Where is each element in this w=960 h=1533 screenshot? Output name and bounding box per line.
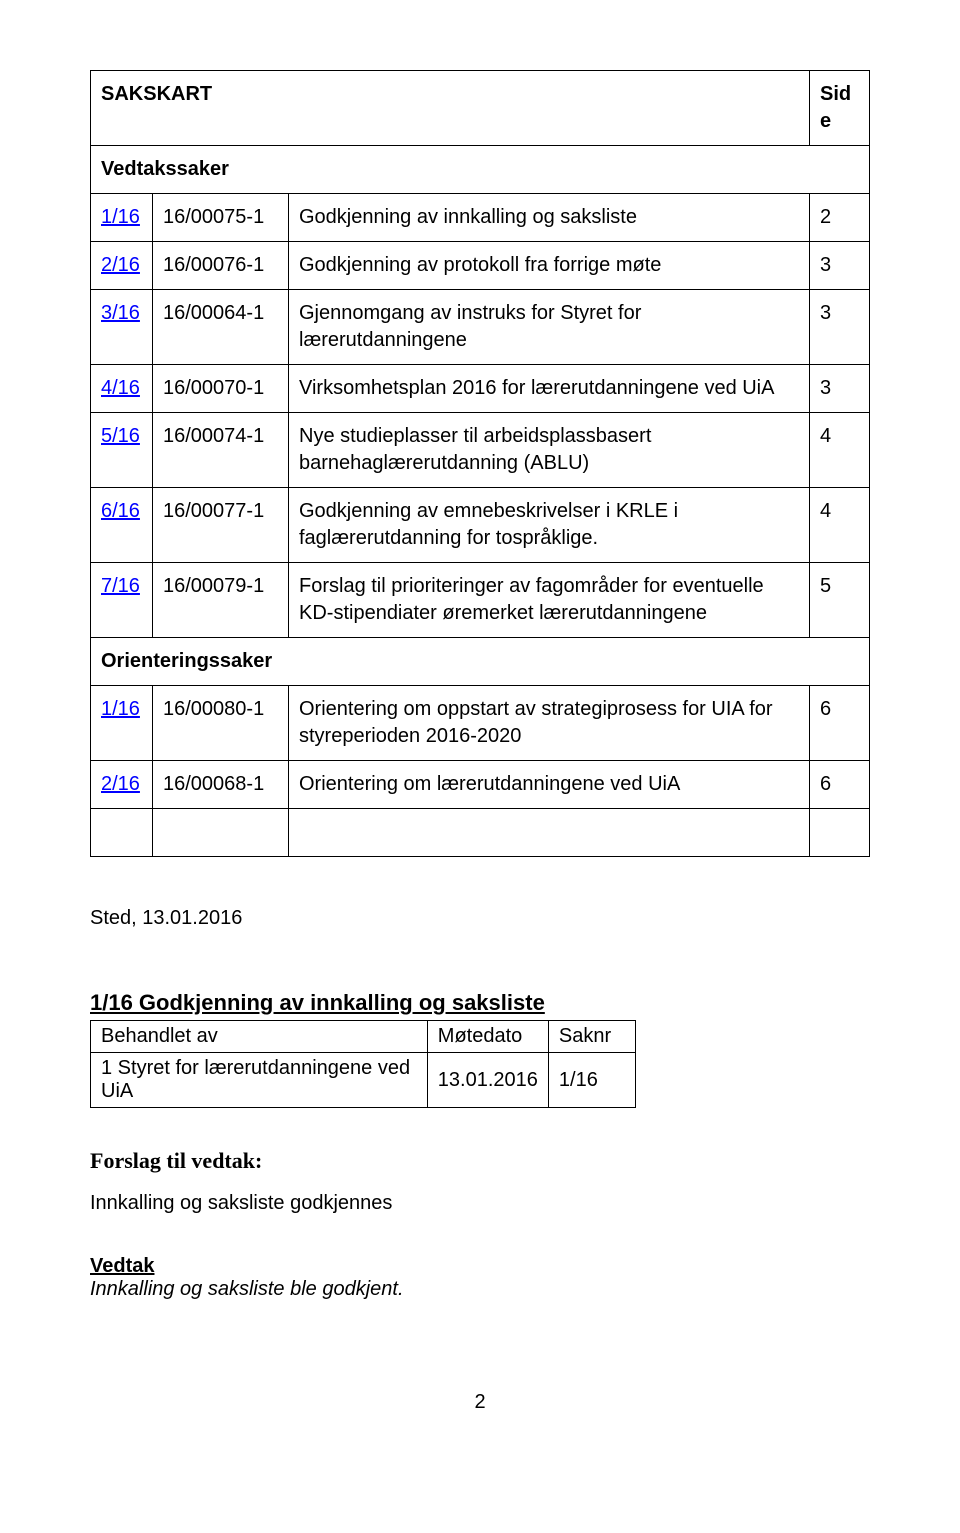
- empty-cell: [91, 809, 153, 857]
- behandlet-val-a: 1 Styret for lærerutdanningene ved UiA: [91, 1053, 428, 1108]
- arkiv-cell: 16/00074-1: [153, 413, 289, 488]
- table-row: 1/16 16/00080-1 Orientering om oppstart …: [91, 686, 870, 761]
- table-row: 6/16 16/00077-1 Godkjenning av emnebeskr…: [91, 488, 870, 563]
- title-cell: Virksomhetsplan 2016 for lærerutdanninge…: [289, 365, 810, 413]
- title-cell: Godkjenning av innkalling og saksliste: [289, 194, 810, 242]
- title-cell: Godkjenning av protokoll fra forrige møt…: [289, 242, 810, 290]
- behandlet-col-b: Møtedato: [427, 1021, 548, 1053]
- case-detail-title: 1/16 Godkjenning av innkalling og saksli…: [90, 990, 870, 1016]
- table-row: 7/16 16/00079-1 Forslag til prioritering…: [91, 563, 870, 638]
- table-row: 2/16 16/00076-1 Godkjenning av protokoll…: [91, 242, 870, 290]
- case-link[interactable]: 4/16: [91, 365, 153, 413]
- behandlet-val-b: 13.01.2016: [427, 1053, 548, 1108]
- case-link[interactable]: 2/16: [91, 242, 153, 290]
- table-header-row: SAKSKART Side: [91, 71, 870, 146]
- empty-cell: [289, 809, 810, 857]
- table-row: 3/16 16/00064-1 Gjennomgang av instruks …: [91, 290, 870, 365]
- section-orienteringssaker: Orienteringssaker: [91, 638, 870, 686]
- side-cell: 3: [810, 242, 870, 290]
- case-link[interactable]: 5/16: [91, 413, 153, 488]
- arkiv-cell: 16/00077-1: [153, 488, 289, 563]
- table-row: 1/16 16/00075-1 Godkjenning av innkallin…: [91, 194, 870, 242]
- header-left: SAKSKART: [91, 71, 810, 146]
- arkiv-cell: 16/00068-1: [153, 761, 289, 809]
- table-row: 2/16 16/00068-1 Orientering om lærerutda…: [91, 761, 870, 809]
- behandlet-val-c: 1/16: [548, 1053, 635, 1108]
- side-cell: 4: [810, 488, 870, 563]
- section-label: Orienteringssaker: [91, 638, 870, 686]
- empty-cell: [810, 809, 870, 857]
- case-link[interactable]: 1/16: [91, 194, 153, 242]
- side-cell: 5: [810, 563, 870, 638]
- table-row: 4/16 16/00070-1 Virksomhetsplan 2016 for…: [91, 365, 870, 413]
- arkiv-cell: 16/00076-1: [153, 242, 289, 290]
- forslag-label: Forslag til vedtak:: [90, 1148, 870, 1174]
- table-row-empty: [91, 809, 870, 857]
- case-link[interactable]: 6/16: [91, 488, 153, 563]
- forslag-text: Innkalling og saksliste godkjennes: [90, 1192, 870, 1215]
- arkiv-cell: 16/00079-1: [153, 563, 289, 638]
- behandlet-header-row: Behandlet av Møtedato Saknr: [91, 1021, 636, 1053]
- arkiv-cell: 16/00080-1: [153, 686, 289, 761]
- case-link[interactable]: 7/16: [91, 563, 153, 638]
- vedtak-label: Vedtak: [90, 1255, 870, 1278]
- case-link[interactable]: 3/16: [91, 290, 153, 365]
- title-cell: Godkjenning av emnebeskrivelser i KRLE i…: [289, 488, 810, 563]
- table-row: 5/16 16/00074-1 Nye studieplasser til ar…: [91, 413, 870, 488]
- behandlet-col-a: Behandlet av: [91, 1021, 428, 1053]
- side-cell: 6: [810, 761, 870, 809]
- arkiv-cell: 16/00064-1: [153, 290, 289, 365]
- title-cell: Orientering om lærerutdanningene ved UiA: [289, 761, 810, 809]
- title-cell: Orientering om oppstart av strategiprose…: [289, 686, 810, 761]
- vedtak-text: Innkalling og saksliste ble godkjent.: [90, 1278, 870, 1301]
- page-number: 2: [90, 1391, 870, 1414]
- case-link[interactable]: 2/16: [91, 761, 153, 809]
- side-cell: 4: [810, 413, 870, 488]
- sted-date: Sted, 13.01.2016: [90, 907, 870, 930]
- empty-cell: [153, 809, 289, 857]
- header-right: Side: [810, 71, 870, 146]
- section-vedtakssaker: Vedtakssaker: [91, 146, 870, 194]
- case-link[interactable]: 1/16: [91, 686, 153, 761]
- behandlet-col-c: Saknr: [548, 1021, 635, 1053]
- side-cell: 6: [810, 686, 870, 761]
- case-detail-section: 1/16 Godkjenning av innkalling og saksli…: [90, 990, 870, 1301]
- side-cell: 3: [810, 365, 870, 413]
- side-cell: 3: [810, 290, 870, 365]
- section-label: Vedtakssaker: [91, 146, 870, 194]
- title-cell: Nye studieplasser til arbeidsplassbasert…: [289, 413, 810, 488]
- document-page: SAKSKART Side Vedtakssaker 1/16 16/00075…: [0, 0, 960, 1454]
- arkiv-cell: 16/00070-1: [153, 365, 289, 413]
- title-cell: Gjennomgang av instruks for Styret for l…: [289, 290, 810, 365]
- sakskart-table: SAKSKART Side Vedtakssaker 1/16 16/00075…: [90, 70, 870, 857]
- behandlet-table: Behandlet av Møtedato Saknr 1 Styret for…: [90, 1020, 636, 1108]
- title-cell: Forslag til prioriteringer av fagområder…: [289, 563, 810, 638]
- behandlet-data-row: 1 Styret for lærerutdanningene ved UiA 1…: [91, 1053, 636, 1108]
- side-cell: 2: [810, 194, 870, 242]
- arkiv-cell: 16/00075-1: [153, 194, 289, 242]
